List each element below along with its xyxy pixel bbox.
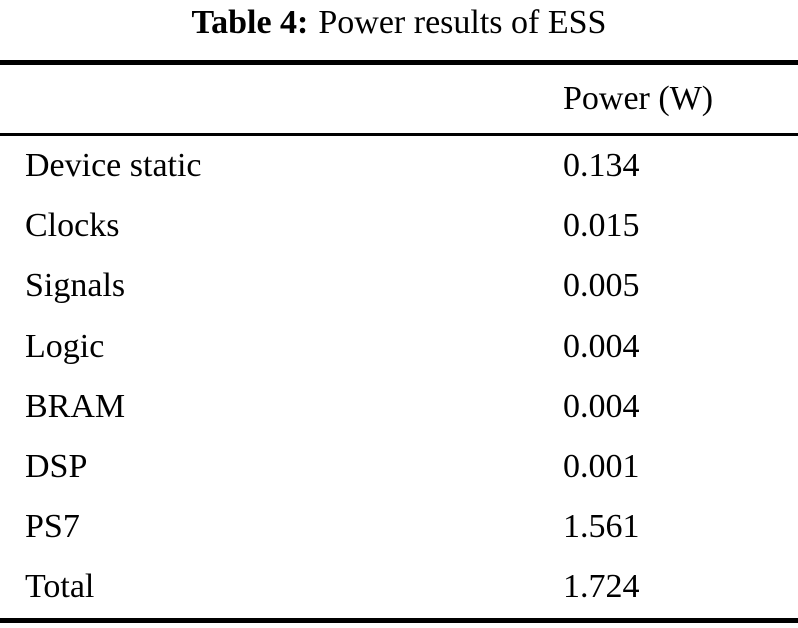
table-row: BRAM 0.004 <box>0 377 798 437</box>
row-label: Clocks <box>25 207 120 245</box>
table-row: DSP 0.001 <box>0 437 798 497</box>
row-label: Signals <box>25 267 126 305</box>
row-power-value: 0.004 <box>563 387 640 425</box>
table-row: Clocks 0.015 <box>0 196 798 256</box>
table-body: Device static 0.134 Clocks 0.015 Signals 0.00… <box>0 136 798 618</box>
row-label: BRAM <box>25 387 126 425</box>
power-results-table: Power (W) Device static 0.134 Clocks 0.015 S… <box>0 60 798 623</box>
row-power-value: 1.724 <box>563 568 640 606</box>
row-label: Total <box>25 568 95 606</box>
row-power-value: 0.015 <box>563 207 640 245</box>
row-power-value: 1.561 <box>563 508 640 546</box>
row-label: Logic <box>25 327 105 365</box>
table-row: PS7 1.561 <box>0 497 798 557</box>
column-header-power: Power (W) <box>563 80 714 117</box>
table-row: Device static 0.134 <box>0 136 798 196</box>
table-header-row: Power (W) <box>0 65 798 133</box>
row-power-value: 0.134 <box>563 147 640 185</box>
table-row: Total 1.724 <box>0 557 798 617</box>
bottom-rule <box>0 617 798 623</box>
table-caption-text: Power results of ESS <box>318 4 607 41</box>
row-label: PS7 <box>25 508 80 546</box>
row-power-value: 0.004 <box>563 327 640 365</box>
row-label: DSP <box>25 448 88 486</box>
table-caption-number: Table 4: <box>191 4 309 41</box>
mid-rule <box>0 133 798 136</box>
top-rule <box>0 60 798 65</box>
row-power-value: 0.005 <box>563 267 640 305</box>
table-caption: Table 4: Power results of ESS <box>0 2 798 45</box>
table-row: Logic 0.004 <box>0 317 798 377</box>
row-power-value: 0.001 <box>563 448 640 486</box>
row-label: Device static <box>25 147 202 185</box>
table-row: Signals 0.005 <box>0 256 798 316</box>
